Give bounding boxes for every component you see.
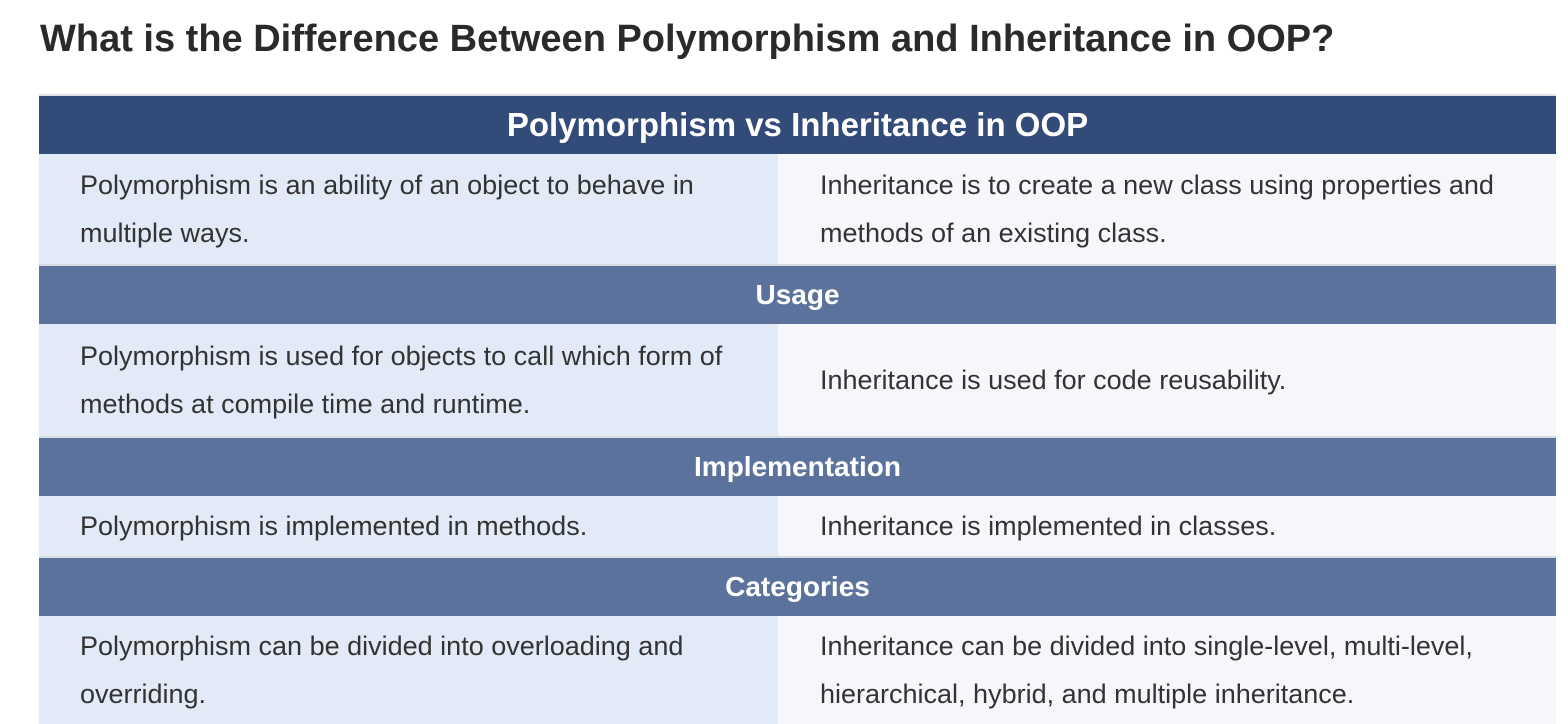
- table-row-implementation: Polymorphism is implemented in methods. …: [39, 496, 1556, 556]
- section-title: Categories: [725, 571, 870, 602]
- inheritance-definition-cell: Inheritance is to create a new class usi…: [778, 154, 1556, 264]
- table-row-usage: Polymorphism is used for objects to call…: [39, 324, 1556, 436]
- section-header-implementation: Implementation: [39, 436, 1556, 496]
- section-title: Usage: [755, 279, 840, 310]
- table-header-title: Polymorphism vs Inheritance in OOP: [506, 106, 1089, 143]
- polymorphism-categories-cell: Polymorphism can be divided into overloa…: [39, 616, 778, 724]
- inheritance-implementation-text: Inheritance is implemented in classes.: [820, 511, 1277, 541]
- inheritance-categories-cell: Inheritance can be divided into single-l…: [778, 616, 1556, 724]
- polymorphism-usage-cell: Polymorphism is used for objects to call…: [39, 324, 778, 436]
- inheritance-usage-cell: Inheritance is used for code reusability…: [778, 324, 1556, 436]
- inheritance-categories-text: Inheritance can be divided into single-l…: [820, 631, 1473, 709]
- polymorphism-usage-text: Polymorphism is used for objects to call…: [80, 341, 723, 419]
- polymorphism-implementation-text: Polymorphism is implemented in methods.: [80, 511, 588, 541]
- section-title: Implementation: [694, 451, 901, 482]
- inheritance-implementation-cell: Inheritance is implemented in classes.: [778, 496, 1556, 556]
- table-row-categories: Polymorphism can be divided into overloa…: [39, 616, 1556, 724]
- section-header-usage: Usage: [39, 264, 1556, 324]
- table-row-definition: Polymorphism is an ability of an object …: [39, 154, 1556, 264]
- polymorphism-definition-text: Polymorphism is an ability of an object …: [80, 170, 694, 248]
- page-title: What is the Difference Between Polymorph…: [40, 18, 1335, 60]
- inheritance-usage-text: Inheritance is used for code reusability…: [820, 365, 1287, 395]
- table-header: Polymorphism vs Inheritance in OOP: [39, 94, 1556, 154]
- polymorphism-implementation-cell: Polymorphism is implemented in methods.: [39, 496, 778, 556]
- inheritance-definition-text: Inheritance is to create a new class usi…: [820, 170, 1494, 248]
- section-header-categories: Categories: [39, 556, 1556, 616]
- polymorphism-definition-cell: Polymorphism is an ability of an object …: [39, 154, 778, 264]
- polymorphism-categories-text: Polymorphism can be divided into overloa…: [80, 631, 684, 709]
- comparison-table: Polymorphism vs Inheritance in OOP Polym…: [39, 94, 1556, 724]
